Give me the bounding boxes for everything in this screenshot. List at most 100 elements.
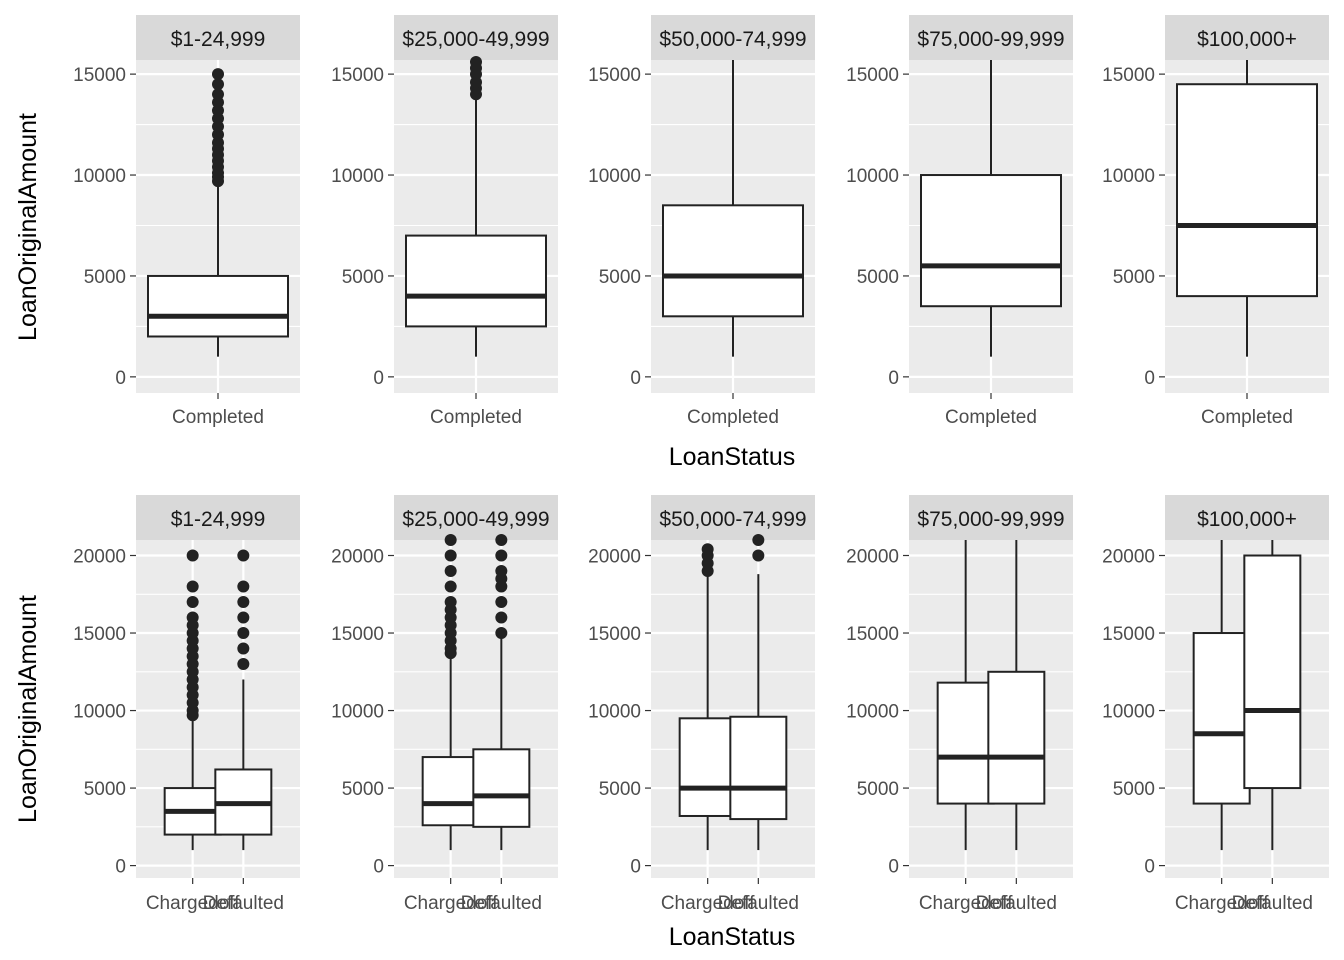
iqr-box bbox=[472, 748, 531, 828]
panel-background bbox=[651, 540, 815, 878]
boxplot bbox=[421, 534, 480, 851]
y-tick-label: 10000 bbox=[73, 702, 126, 723]
y-tick-label: 10000 bbox=[846, 166, 899, 187]
facet-strip-label: $100,000+ bbox=[1197, 508, 1297, 531]
outlier-point bbox=[495, 596, 508, 609]
facet-panel: 0 5000 10000 15000 $25,000-49,999 Completed bbox=[331, 15, 558, 428]
iqr-box bbox=[678, 717, 737, 817]
y-tick-label: 5000 bbox=[84, 267, 126, 288]
outlier-point bbox=[237, 627, 250, 640]
facet-panel: 0 5000 10000 15000 20000 $50,000-74,999 Charge… bbox=[588, 495, 815, 914]
x-axis-title: LoanStatus bbox=[669, 443, 796, 471]
y-tick-label: 5000 bbox=[84, 779, 126, 800]
outlier-point bbox=[752, 549, 765, 562]
facet-strip bbox=[394, 495, 558, 540]
y-tick-label: 5000 bbox=[342, 779, 384, 800]
x-tick-label: Completed bbox=[430, 407, 522, 428]
outlier-point bbox=[212, 88, 224, 101]
x-tick-label: Completed bbox=[945, 407, 1037, 428]
outlier-point bbox=[237, 580, 250, 593]
iqr-box bbox=[421, 756, 480, 827]
outlier-point bbox=[752, 534, 765, 546]
facet-strip-label: $100,000+ bbox=[1197, 28, 1297, 51]
y-tick-label: 15000 bbox=[1102, 624, 1155, 645]
y-tick-label: 15000 bbox=[846, 624, 899, 645]
y-tick-label: 10000 bbox=[1102, 702, 1155, 723]
y-tick-label: 5000 bbox=[342, 267, 384, 288]
facet-panel: 0 5000 10000 15000 $1-24,999 Completed bbox=[73, 15, 300, 428]
outlier-point bbox=[495, 611, 508, 624]
y-tick-label: 15000 bbox=[588, 65, 641, 86]
x-tick-label: Completed bbox=[1201, 407, 1293, 428]
y-tick-label: 20000 bbox=[331, 547, 384, 568]
y-tick-label: 10000 bbox=[73, 166, 126, 187]
y-tick-label: 10000 bbox=[846, 702, 899, 723]
x-tick-label: Chargedoff bbox=[146, 893, 240, 914]
outlier-point bbox=[444, 596, 457, 609]
y-tick-label: 10000 bbox=[331, 166, 384, 187]
y-tick-label: 0 bbox=[1144, 857, 1155, 878]
y-tick-label: 5000 bbox=[1113, 779, 1155, 800]
iqr-box bbox=[1176, 83, 1318, 298]
y-tick-label: 5000 bbox=[857, 267, 899, 288]
iqr-box bbox=[1192, 632, 1251, 805]
facet-strip bbox=[1165, 495, 1329, 540]
x-tick-label: Defaulted bbox=[203, 893, 284, 914]
y-tick-label: 5000 bbox=[1113, 267, 1155, 288]
outlier-point bbox=[212, 68, 224, 81]
y-tick-label: 15000 bbox=[73, 65, 126, 86]
y-tick-label: 5000 bbox=[599, 267, 641, 288]
outlier-point bbox=[444, 549, 457, 562]
y-tick-label: 0 bbox=[630, 368, 641, 389]
iqr-box bbox=[147, 274, 289, 338]
y-tick-label: 5000 bbox=[857, 779, 899, 800]
x-tick-label: Defaulted bbox=[1232, 893, 1313, 914]
y-tick-label: 10000 bbox=[331, 702, 384, 723]
x-axis-title: LoanStatus bbox=[669, 923, 796, 951]
boxplot bbox=[405, 56, 547, 357]
facet-strip bbox=[651, 495, 815, 540]
facet-strip-label: $75,000-99,999 bbox=[917, 508, 1064, 531]
y-tick-label: 10000 bbox=[588, 702, 641, 723]
facet-strip bbox=[1165, 15, 1329, 60]
facet-strip-label: $1-24,999 bbox=[171, 28, 266, 51]
y-tick-label: 15000 bbox=[1102, 65, 1155, 86]
y-axis-title: LoanOriginalAmount bbox=[14, 113, 42, 341]
facet-strip bbox=[909, 15, 1073, 60]
outlier-point bbox=[186, 611, 199, 624]
facet-strip-label: $1-24,999 bbox=[171, 508, 266, 531]
iqr-box bbox=[920, 174, 1062, 308]
x-tick-label: Defaulted bbox=[976, 893, 1057, 914]
y-tick-label: 15000 bbox=[588, 624, 641, 645]
iqr-box bbox=[987, 670, 1046, 805]
facet-panel: 0 5000 10000 15000 $100,000+ Completed bbox=[1102, 15, 1329, 428]
x-tick-label: Defaulted bbox=[461, 893, 542, 914]
boxplot bbox=[920, 60, 1062, 357]
facet-strip-label: $75,000-99,999 bbox=[917, 28, 1064, 51]
outlier-point bbox=[237, 642, 250, 655]
iqr-box bbox=[662, 204, 804, 318]
y-tick-label: 15000 bbox=[331, 624, 384, 645]
facet-panel: 0 5000 10000 15000 20000 $100,000+ ChargedoffD… bbox=[1102, 495, 1329, 914]
x-tick-label: Completed bbox=[687, 407, 779, 428]
y-tick-label: 0 bbox=[373, 857, 384, 878]
y-tick-label: 10000 bbox=[588, 166, 641, 187]
x-tick-label: Chargedoff bbox=[661, 893, 755, 914]
y-tick-label: 15000 bbox=[331, 65, 384, 86]
outlier-point bbox=[495, 549, 508, 562]
outlier-point bbox=[444, 534, 457, 546]
outlier-point bbox=[237, 658, 250, 671]
outlier-point bbox=[186, 549, 199, 562]
facet-strip-label: $25,000-49,999 bbox=[402, 28, 549, 51]
facet-panel: 0 5000 10000 15000 $75,000-99,999 Completed bbox=[846, 15, 1073, 428]
y-tick-label: 0 bbox=[115, 368, 126, 389]
iqr-box bbox=[1243, 554, 1302, 790]
boxplot bbox=[1192, 540, 1251, 851]
y-tick-label: 0 bbox=[888, 857, 899, 878]
y-tick-label: 15000 bbox=[73, 624, 126, 645]
facet-panel: 0 5000 10000 15000 20000 $75,000-99,999 Charge… bbox=[846, 495, 1073, 914]
y-tick-label: 20000 bbox=[73, 547, 126, 568]
facet-strip bbox=[136, 495, 300, 540]
facet-strip-label: $50,000-74,999 bbox=[659, 508, 806, 531]
outlier-point bbox=[237, 549, 250, 562]
